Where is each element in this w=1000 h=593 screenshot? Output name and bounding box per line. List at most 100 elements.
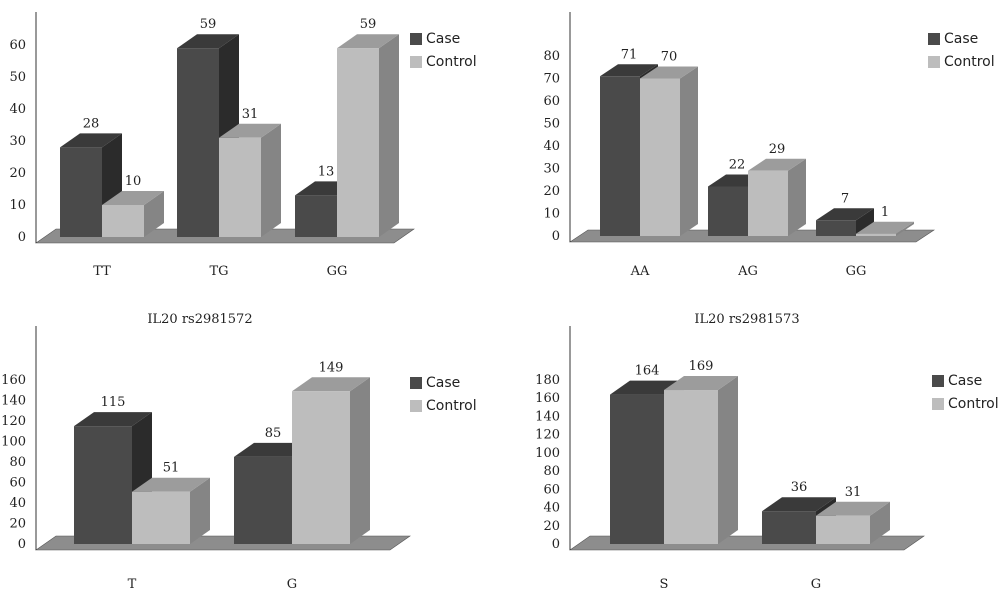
bar-front-face xyxy=(610,394,664,544)
legend-swatch-control xyxy=(928,56,940,68)
y-tick-label: 0 xyxy=(18,230,26,245)
legend-item-control: Control xyxy=(410,395,477,417)
data-label: 51 xyxy=(163,461,180,476)
y-tick-label: 60 xyxy=(9,476,26,491)
legend-swatch-case xyxy=(932,375,944,387)
data-label: 1 xyxy=(881,205,889,220)
data-label: 59 xyxy=(360,17,377,32)
bar-side-face xyxy=(350,377,370,544)
bar-front-face xyxy=(600,76,640,236)
bar-front-face xyxy=(816,515,870,544)
bar-front-face xyxy=(640,78,680,236)
legend-swatch-control xyxy=(410,56,422,68)
chart-panel-genotype-1: 0 10 20 30 40 50 60 28 10 TT 59 31 TG 13 59 GG Case Con… xyxy=(0,0,500,296)
bar-top-face xyxy=(856,221,914,234)
y-tick-label: 140 xyxy=(535,409,560,424)
bar-front-face xyxy=(177,48,219,238)
legend-label-control: Control xyxy=(944,54,995,70)
x-category-label: GG xyxy=(846,264,867,279)
bar-side-face xyxy=(144,191,164,237)
legend-item-case: Case xyxy=(928,28,995,50)
legend: Case Control xyxy=(410,372,477,418)
y-tick-label: 70 xyxy=(543,72,560,87)
bar-side-face xyxy=(896,221,914,236)
y-tick-label: 120 xyxy=(1,414,26,429)
x-category-label: AG xyxy=(737,264,758,279)
bar-side-face xyxy=(680,66,698,236)
y-tick-label: 120 xyxy=(535,428,560,443)
bar-front-face xyxy=(219,137,261,237)
legend-item-case: Case xyxy=(410,28,477,50)
bar-front-face xyxy=(295,195,337,237)
data-label: 59 xyxy=(200,17,217,32)
data-label: 85 xyxy=(265,426,282,441)
chart-panel-rs2981573: IL20 rs2981573 0 20 40 60 80 100 120 140 160 180 1… xyxy=(500,296,1000,593)
y-tick-label: 40 xyxy=(9,102,26,117)
legend-swatch-case xyxy=(410,33,422,45)
y-tick-label: 140 xyxy=(1,394,26,409)
y-tick-label: 160 xyxy=(1,373,26,388)
x-category-label: S xyxy=(660,577,669,592)
legend-swatch-control xyxy=(932,398,944,410)
data-label: 22 xyxy=(729,158,746,173)
bar-front-face xyxy=(132,491,190,544)
bar-side-face xyxy=(190,477,210,544)
y-tick-label: 40 xyxy=(543,139,560,154)
y-tick-label: 60 xyxy=(9,38,26,53)
data-label: 149 xyxy=(319,360,344,375)
legend: Case Control xyxy=(410,28,477,74)
legend-label-control: Control xyxy=(426,54,477,70)
bar-front-face xyxy=(708,186,748,236)
legend-item-control: Control xyxy=(932,393,999,415)
bar-front-face xyxy=(762,511,816,544)
bar-top-face xyxy=(816,501,890,516)
bar-top-face xyxy=(600,64,658,77)
bar-case-gg xyxy=(816,208,874,236)
x-category-label: TG xyxy=(209,264,228,279)
bar-side-face xyxy=(379,34,399,238)
bar-control-aa xyxy=(640,66,698,236)
bar-front-face xyxy=(748,170,788,236)
data-label: 28 xyxy=(83,116,100,131)
y-tick-label: 0 xyxy=(552,537,560,552)
chart-panel-rs2981572: IL20 rs2981572 0 20 40 60 80 100 120 140 160 115 5… xyxy=(0,296,500,593)
y-tick-label: 30 xyxy=(9,134,26,149)
legend-item-control: Control xyxy=(928,51,995,73)
legend: Case Control xyxy=(928,28,995,74)
data-label: 7 xyxy=(841,191,849,206)
data-label: 29 xyxy=(769,142,786,157)
y-tick-label: 20 xyxy=(9,517,26,532)
y-tick-label: 50 xyxy=(9,70,26,85)
bar-control-s xyxy=(664,376,738,544)
y-tick-label: 10 xyxy=(9,198,26,213)
bar-top-face xyxy=(132,477,210,492)
y-tick-label: 20 xyxy=(543,519,560,534)
y-tick-label: 20 xyxy=(543,184,560,199)
bar-top-face xyxy=(74,412,152,427)
y-tick-label: 20 xyxy=(9,166,26,181)
bar-front-face xyxy=(102,205,144,237)
y-tick-label: 40 xyxy=(9,496,26,511)
y-tick-label: 0 xyxy=(18,537,26,552)
bar-chart-svg: 0 10 20 30 40 50 60 28 10 TT 59 31 TG 13 59 GG xyxy=(9,12,415,279)
chart-panel-genotype-2: 0 10 20 30 40 50 60 70 80 71 70 AA 22 29 AG 7 1 GG Case C… xyxy=(500,0,1000,296)
legend-item-case: Case xyxy=(932,370,999,392)
y-tick-label: 80 xyxy=(543,49,560,64)
bar-top-face xyxy=(177,34,239,49)
y-tick-label: 0 xyxy=(552,229,560,244)
x-category-label: GG xyxy=(327,264,348,279)
y-tick-label: 50 xyxy=(543,117,560,132)
x-category-label: AA xyxy=(630,264,650,279)
y-tick-label: 100 xyxy=(535,446,560,461)
bar-top-face xyxy=(640,66,698,79)
bar-control-tg xyxy=(219,123,281,237)
bar-control-t xyxy=(132,477,210,544)
legend-label-case: Case xyxy=(426,31,461,47)
x-category-label: G xyxy=(287,577,297,592)
bar-control-gg xyxy=(856,221,914,236)
legend: Case Control xyxy=(932,370,999,416)
data-label: 10 xyxy=(125,174,142,189)
data-label: 31 xyxy=(845,485,862,500)
bar-top-face xyxy=(762,497,836,512)
